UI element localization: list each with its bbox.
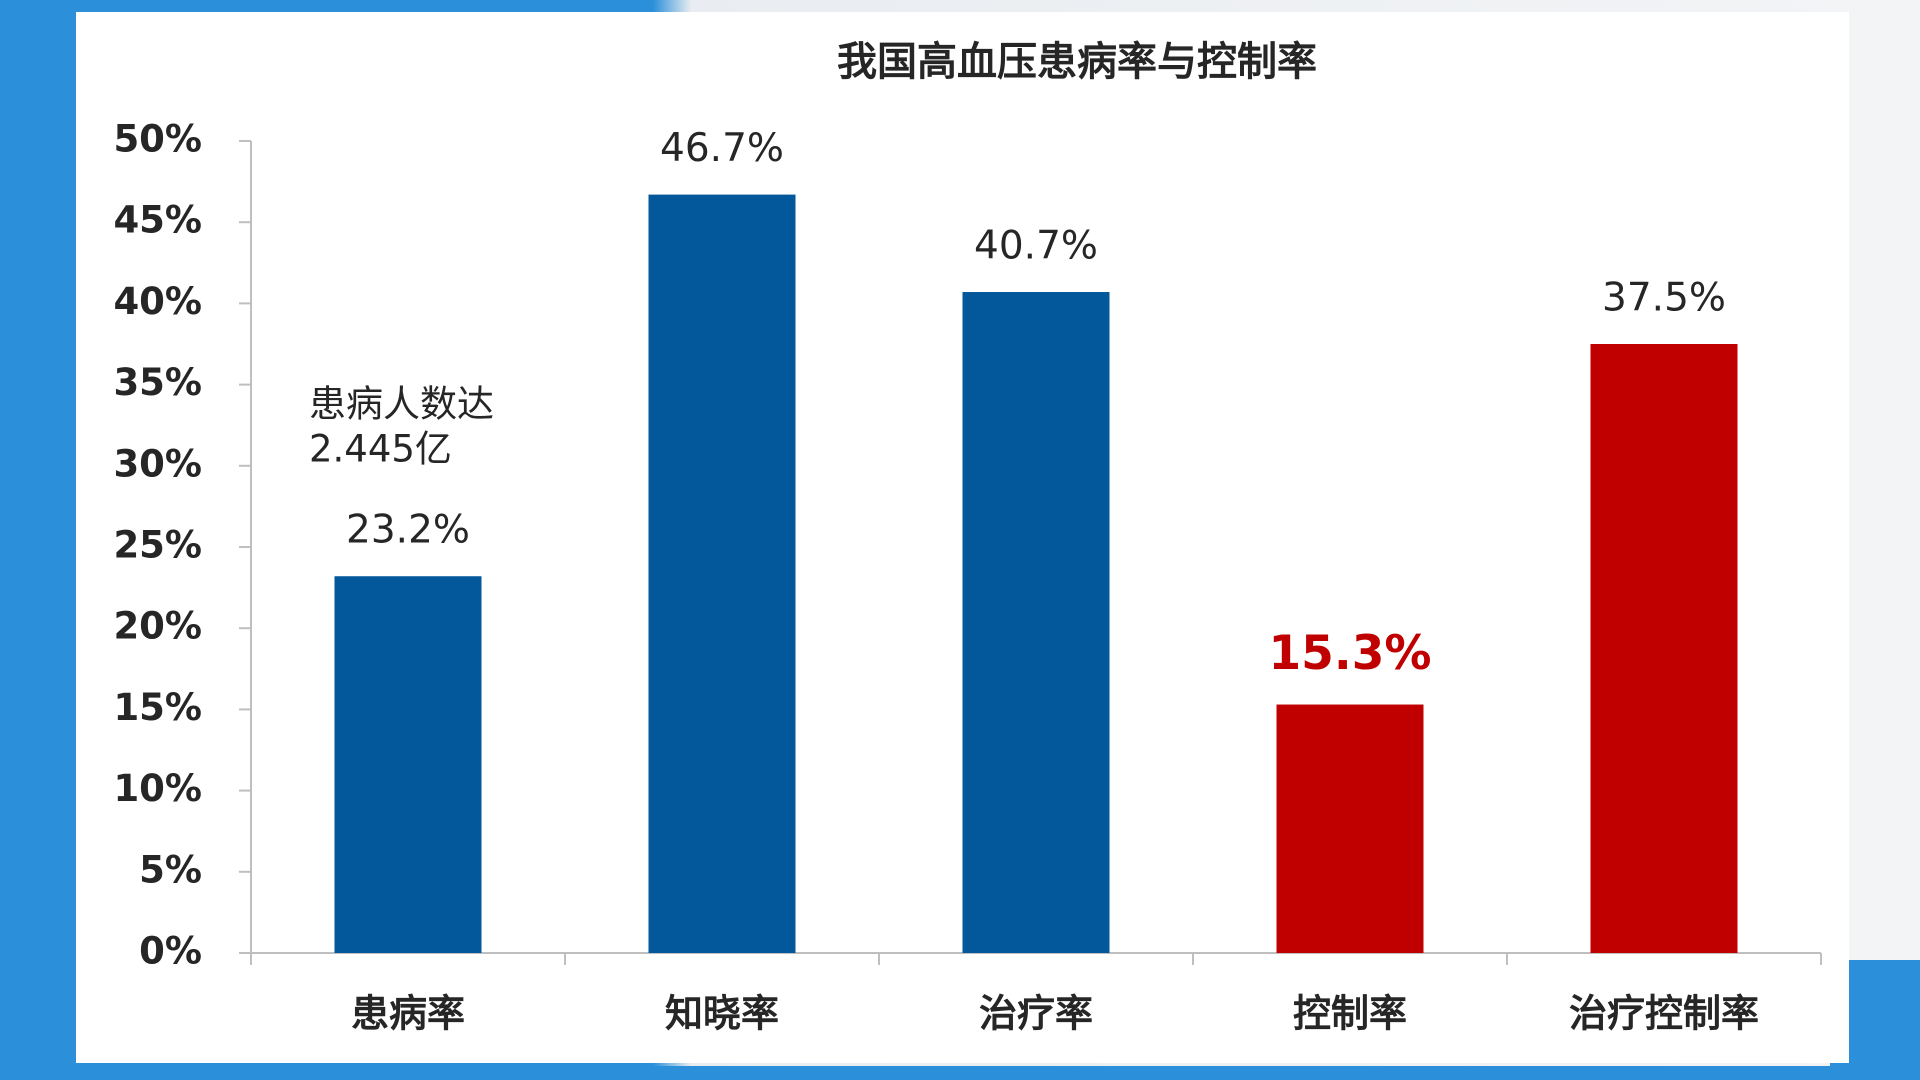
y-tick-label: 50% — [113, 118, 202, 161]
bar — [648, 194, 796, 954]
y-tick-label: 35% — [113, 361, 202, 404]
value-label: 23.2% — [346, 508, 470, 553]
y-tick-label: 10% — [113, 767, 202, 810]
x-tick-label: 治疗控制率 — [1569, 992, 1759, 1036]
y-tick-label: 20% — [113, 605, 202, 648]
y-tick-label: 0% — [139, 930, 202, 973]
y-tick-label: 40% — [113, 280, 202, 323]
value-label: 40.7% — [974, 224, 1098, 269]
bar — [1590, 344, 1738, 953]
y-tick-label: 45% — [113, 199, 202, 242]
y-tick-label: 25% — [113, 524, 202, 567]
bar — [334, 576, 482, 953]
decoration — [0, 1066, 1920, 1080]
value-label: 46.7% — [660, 126, 784, 171]
x-tick-label: 患病率 — [351, 992, 465, 1036]
value-label: 15.3% — [1268, 626, 1431, 681]
x-tick-label: 治疗率 — [979, 992, 1093, 1036]
y-tick-label: 5% — [139, 848, 202, 891]
bar — [962, 292, 1110, 954]
annotation: 2.445亿 — [309, 428, 452, 471]
chart-title: 我国高血压患病率与控制率 — [837, 39, 1317, 85]
annotation: 患病人数达 — [309, 383, 494, 426]
y-tick-label: 15% — [113, 686, 202, 729]
x-tick-label: 知晓率 — [665, 992, 779, 1036]
value-label: 37.5% — [1602, 276, 1726, 321]
x-tick-label: 控制率 — [1293, 992, 1407, 1036]
bar — [1276, 704, 1424, 953]
y-tick-label: 30% — [113, 442, 202, 485]
